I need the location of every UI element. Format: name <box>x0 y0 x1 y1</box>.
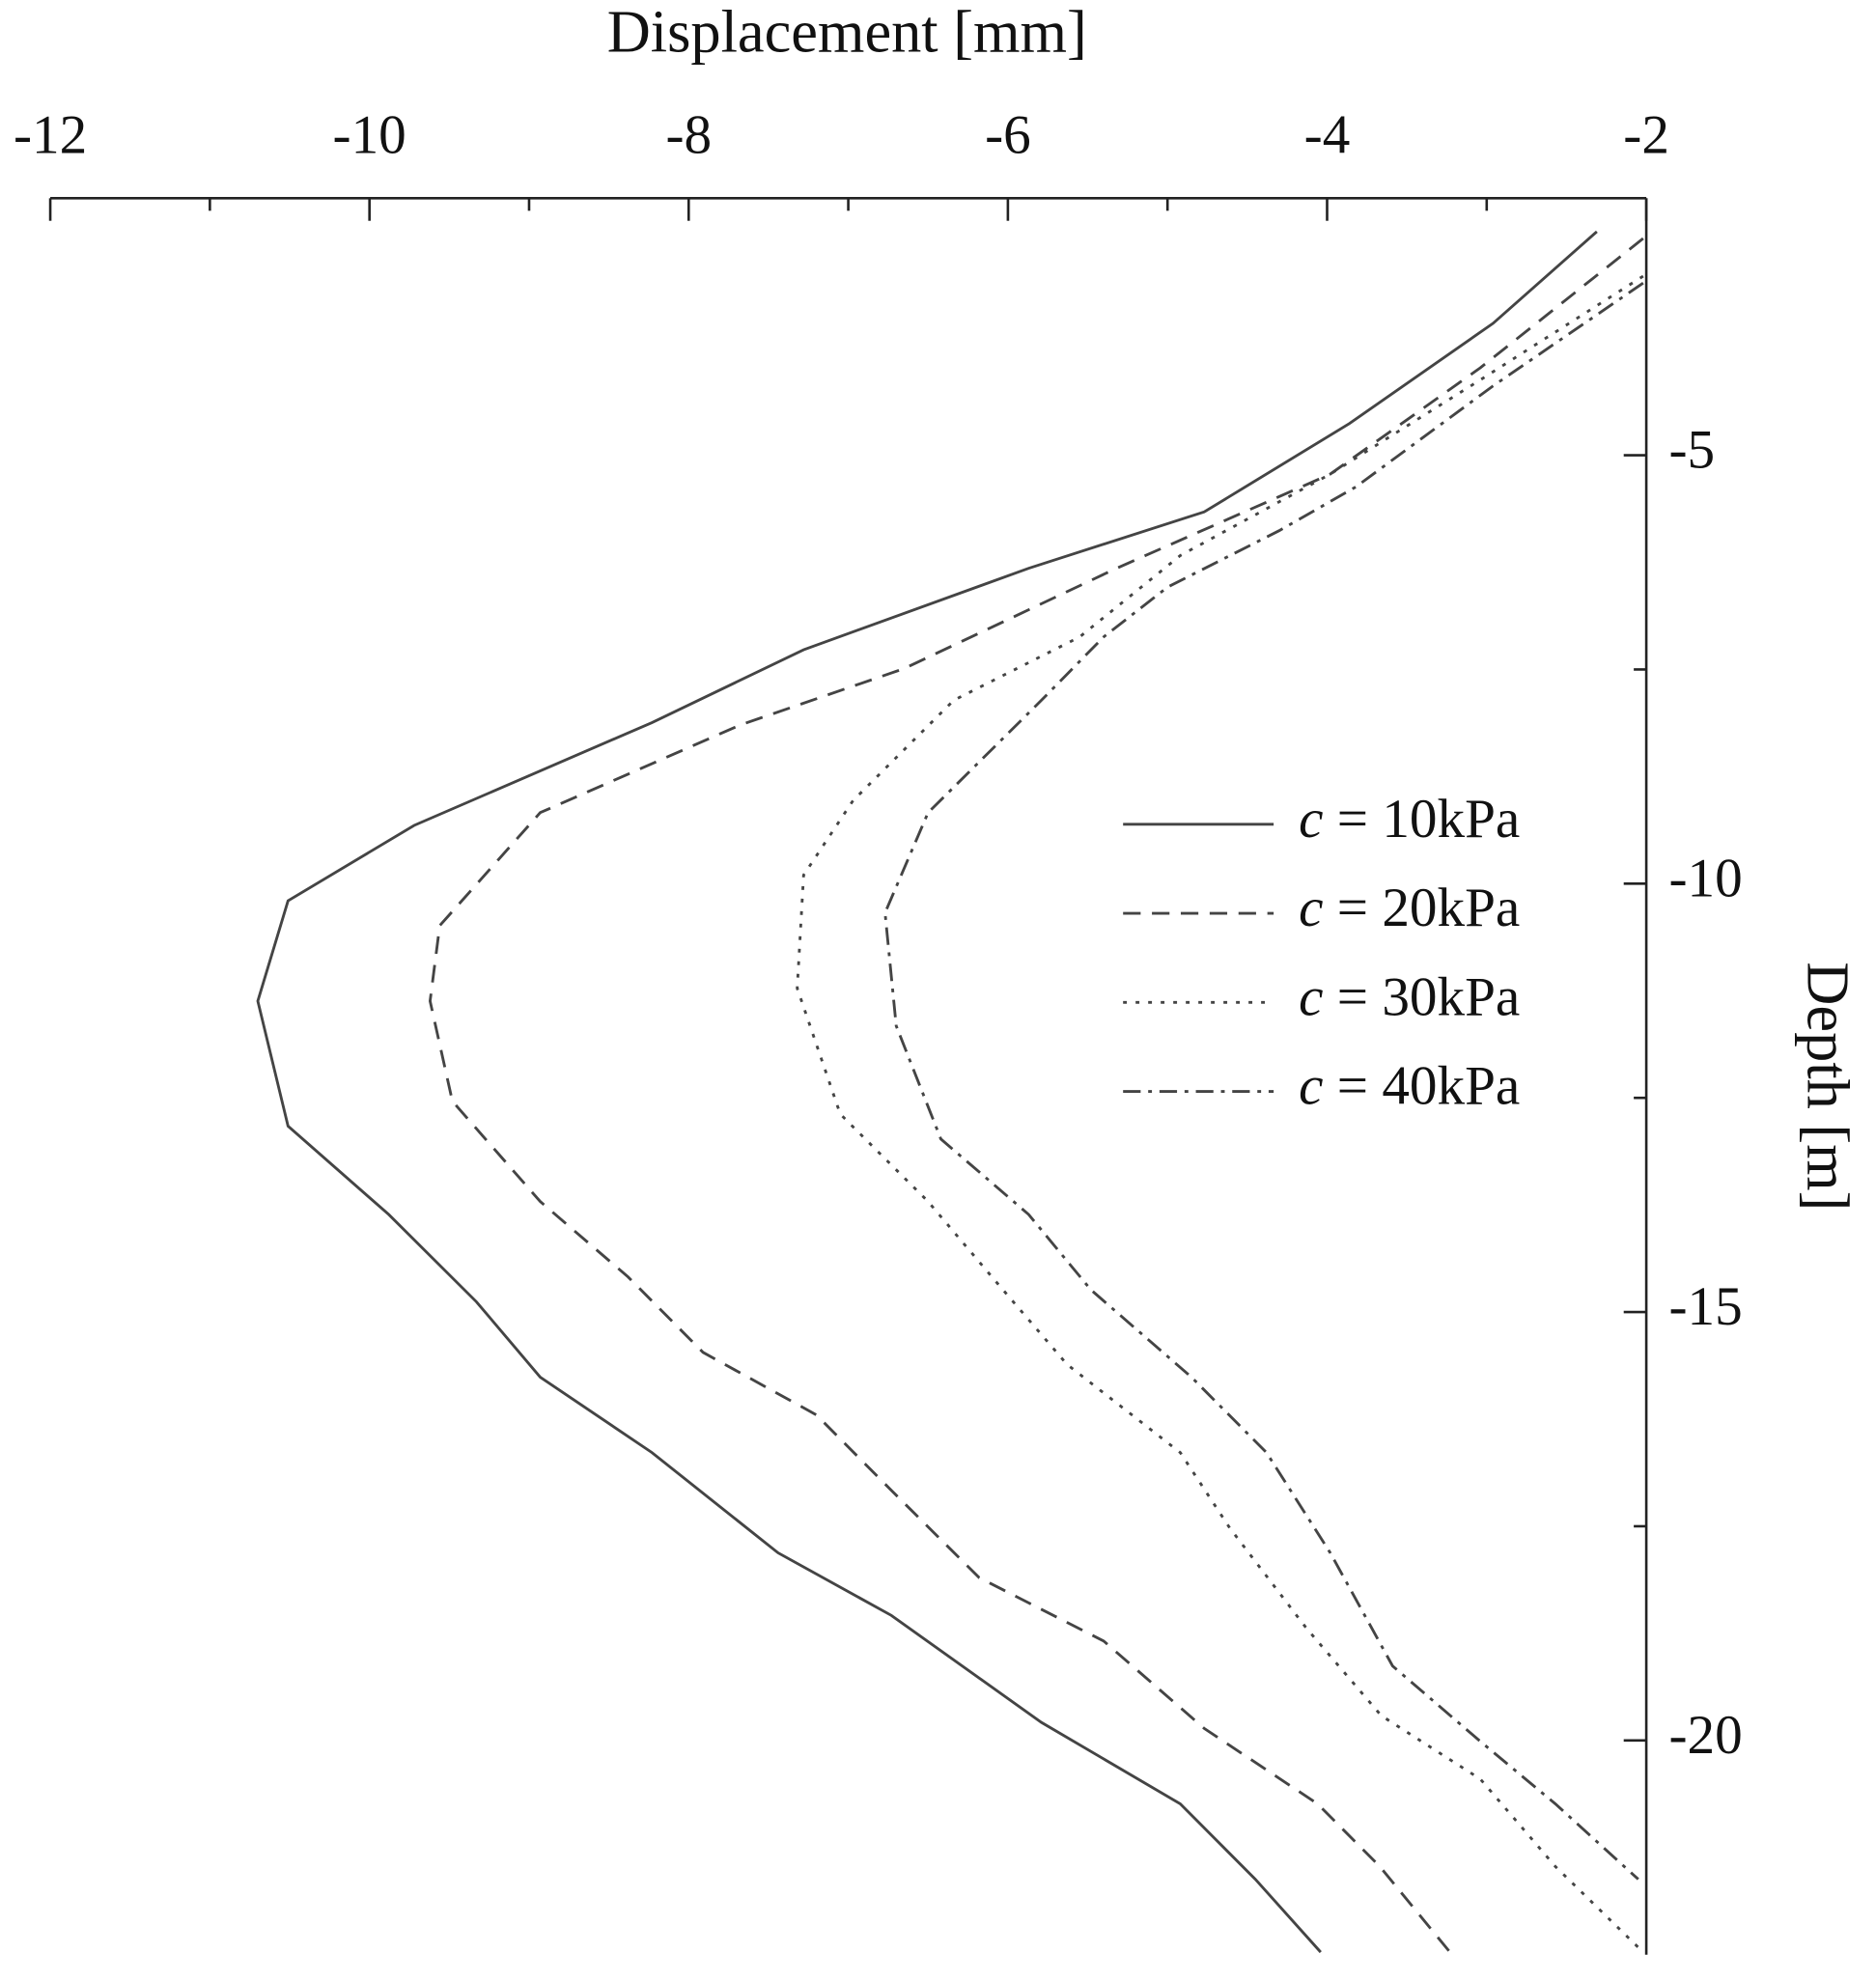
legend-italic: c <box>1299 789 1323 850</box>
legend-rest: = 20kPa <box>1324 878 1521 938</box>
series-line <box>256 230 1598 1954</box>
x-tick-label: -12 <box>14 105 87 166</box>
legend-rest: = 10kPa <box>1324 789 1521 850</box>
x-tick-label: -2 <box>1623 105 1669 166</box>
x-tick-label: -6 <box>985 105 1031 166</box>
series-line <box>428 237 1644 1954</box>
legend-rest: = 30kPa <box>1324 966 1521 1027</box>
y-tick-label: -20 <box>1668 1705 1742 1766</box>
legend-label: c = 30kPa <box>1299 966 1520 1027</box>
legend-label: c = 40kPa <box>1299 1056 1520 1117</box>
x-tick-label: -8 <box>665 105 712 166</box>
legend-italic: c <box>1299 966 1323 1027</box>
x-tick-label: -10 <box>333 105 406 166</box>
x-axis-label: Displacement [mm] <box>607 0 1087 65</box>
legend-italic: c <box>1299 1056 1323 1117</box>
legend-label: c = 10kPa <box>1299 789 1520 850</box>
y-tick-label: -10 <box>1668 848 1742 908</box>
x-tick-label: -4 <box>1304 105 1351 166</box>
y-tick-label: -15 <box>1668 1276 1742 1337</box>
legend-label: c = 20kPa <box>1299 878 1520 938</box>
legend-italic: c <box>1299 878 1323 938</box>
series-line <box>883 282 1644 1881</box>
legend-rest: = 40kPa <box>1324 1056 1521 1117</box>
y-tick-label: -5 <box>1668 420 1715 481</box>
series-line <box>796 274 1644 1954</box>
y-axis-label: Depth [m] <box>1795 962 1862 1211</box>
